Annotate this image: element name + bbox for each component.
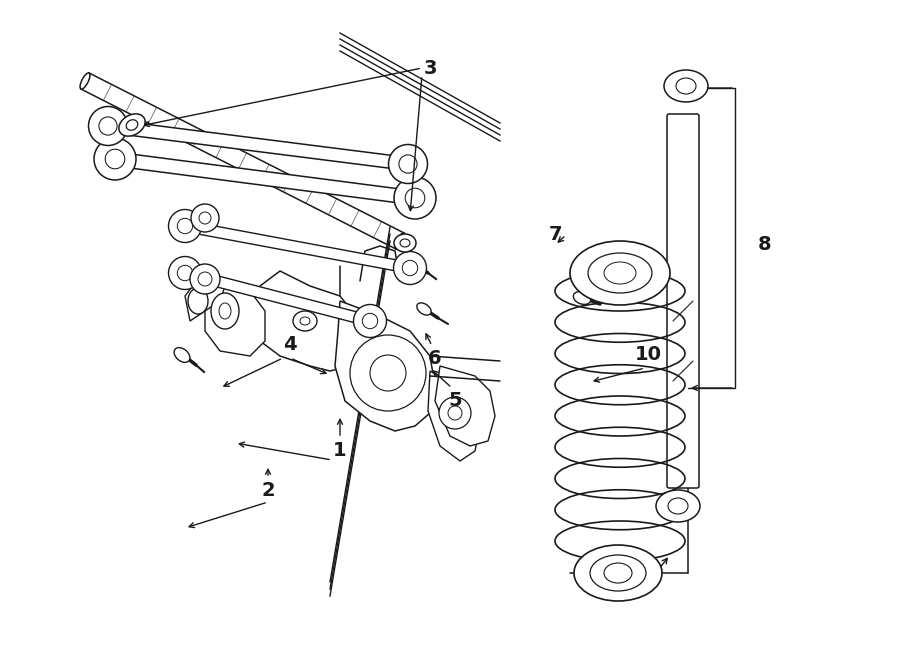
Ellipse shape	[570, 241, 670, 305]
Polygon shape	[184, 221, 411, 274]
Ellipse shape	[664, 70, 708, 102]
Polygon shape	[428, 371, 480, 461]
Text: 6: 6	[428, 348, 442, 368]
Text: 10: 10	[634, 346, 662, 364]
Polygon shape	[335, 301, 435, 431]
Ellipse shape	[370, 355, 406, 391]
Ellipse shape	[656, 490, 700, 522]
Text: 2: 2	[261, 481, 274, 500]
Ellipse shape	[389, 145, 428, 184]
Polygon shape	[114, 152, 416, 205]
Ellipse shape	[99, 117, 117, 135]
Ellipse shape	[395, 233, 405, 249]
Ellipse shape	[293, 311, 317, 331]
Ellipse shape	[394, 234, 416, 252]
Ellipse shape	[573, 292, 590, 305]
Ellipse shape	[417, 303, 431, 315]
Ellipse shape	[400, 239, 410, 247]
Ellipse shape	[88, 106, 128, 145]
Ellipse shape	[393, 251, 427, 284]
Ellipse shape	[448, 406, 462, 420]
Text: 5: 5	[448, 391, 462, 410]
Ellipse shape	[191, 204, 219, 232]
Ellipse shape	[405, 188, 425, 208]
Ellipse shape	[604, 563, 632, 583]
Ellipse shape	[211, 293, 239, 329]
Ellipse shape	[363, 313, 378, 329]
Ellipse shape	[119, 114, 145, 136]
Text: 7: 7	[548, 225, 562, 245]
Ellipse shape	[94, 138, 136, 180]
Ellipse shape	[199, 212, 211, 224]
Ellipse shape	[676, 78, 696, 94]
Ellipse shape	[588, 253, 652, 293]
Ellipse shape	[105, 149, 125, 169]
Polygon shape	[107, 120, 409, 171]
Text: 1: 1	[333, 440, 346, 459]
Ellipse shape	[590, 555, 646, 591]
Text: 9: 9	[648, 570, 662, 590]
Polygon shape	[435, 366, 495, 446]
Ellipse shape	[354, 305, 386, 338]
Ellipse shape	[80, 73, 90, 89]
Ellipse shape	[604, 262, 636, 284]
Ellipse shape	[198, 272, 212, 286]
Ellipse shape	[394, 177, 436, 219]
Ellipse shape	[126, 120, 138, 130]
Ellipse shape	[399, 155, 417, 173]
Ellipse shape	[402, 260, 418, 276]
FancyBboxPatch shape	[667, 114, 699, 488]
Ellipse shape	[439, 397, 471, 429]
Polygon shape	[184, 268, 372, 327]
Polygon shape	[185, 276, 225, 321]
Ellipse shape	[174, 348, 190, 362]
Polygon shape	[205, 281, 265, 356]
Text: 3: 3	[423, 59, 436, 77]
Ellipse shape	[188, 288, 208, 314]
Ellipse shape	[300, 317, 310, 325]
Text: 8: 8	[758, 235, 772, 254]
Ellipse shape	[668, 498, 688, 514]
Ellipse shape	[350, 335, 426, 411]
Ellipse shape	[407, 259, 421, 271]
Ellipse shape	[574, 545, 662, 601]
Polygon shape	[250, 271, 360, 371]
Ellipse shape	[168, 256, 202, 290]
Ellipse shape	[168, 210, 202, 243]
Text: 4: 4	[284, 336, 297, 354]
Ellipse shape	[177, 265, 193, 281]
Ellipse shape	[190, 264, 220, 294]
Ellipse shape	[177, 218, 193, 234]
Ellipse shape	[219, 303, 231, 319]
